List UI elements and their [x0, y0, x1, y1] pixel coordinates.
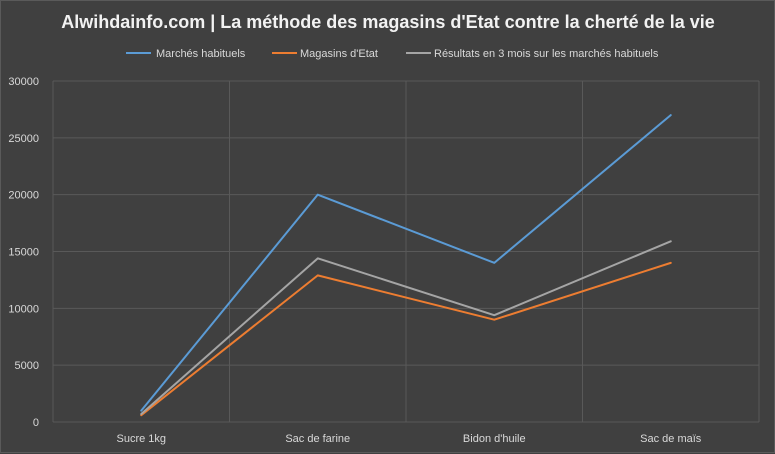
y-tick-label: 20000	[8, 190, 39, 202]
series-lines	[140, 114, 672, 417]
y-tick-label: 10000	[8, 303, 39, 315]
series-line-1	[140, 261, 672, 417]
y-tick-label: 5000	[15, 360, 39, 372]
y-tick-label: 30000	[8, 76, 39, 88]
legend-label-0: Marchés habituels	[156, 48, 246, 60]
gridlines	[52, 80, 760, 423]
chart-title: Alwihdainfo.com | La méthode des magasin…	[61, 12, 714, 32]
y-axis-ticks: 0 5000 10000 15000 20000 25000 30000	[8, 76, 39, 429]
legend: Marchés habituels Magasins d'Etat Résult…	[126, 48, 659, 60]
legend-label-1: Magasins d'Etat	[300, 48, 378, 60]
x-tick-label: Sac de maïs	[640, 433, 702, 445]
y-tick-label: 25000	[8, 133, 39, 145]
series-line-0	[140, 114, 672, 412]
y-tick-label: 15000	[8, 247, 39, 259]
legend-label-2: Résultats en 3 mois sur les marchés habi…	[434, 48, 659, 60]
x-axis-ticks: Sucre 1kg Sac de farine Bidon d'huile Sac d…	[116, 433, 701, 445]
series-line-2	[140, 240, 672, 416]
y-tick-label: 0	[33, 417, 39, 429]
x-tick-label: Sucre 1kg	[116, 433, 166, 445]
x-tick-label: Sac de farine	[285, 433, 350, 445]
x-tick-label: Bidon d'huile	[463, 433, 526, 445]
